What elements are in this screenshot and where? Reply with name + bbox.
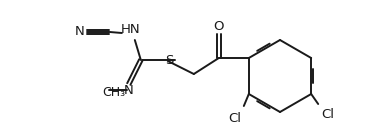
Text: N: N	[124, 84, 134, 98]
Text: S: S	[165, 54, 173, 67]
Text: N: N	[75, 26, 85, 39]
Text: O: O	[214, 21, 224, 34]
Text: Cl: Cl	[322, 108, 335, 121]
Text: Cl: Cl	[228, 112, 241, 125]
Text: CH₃: CH₃	[102, 86, 125, 99]
Text: HN: HN	[121, 23, 141, 36]
